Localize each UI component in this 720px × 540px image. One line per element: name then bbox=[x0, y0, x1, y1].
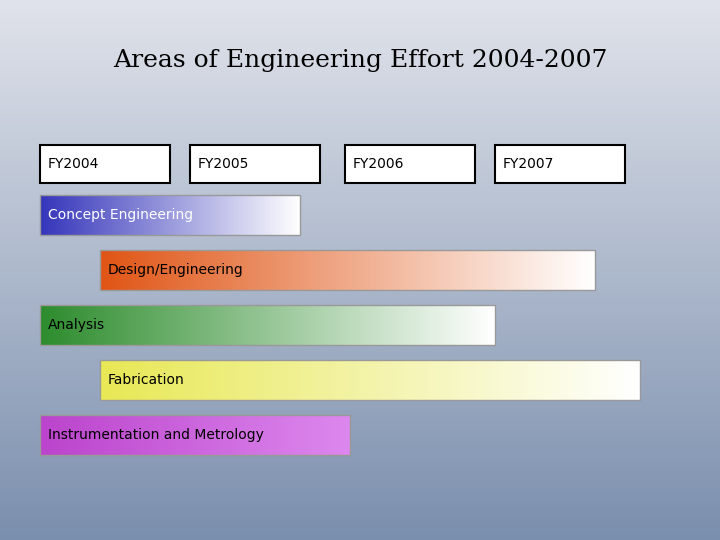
Bar bbox=[40, 145, 170, 183]
Bar bbox=[495, 145, 625, 183]
Bar bbox=[345, 145, 475, 183]
Bar bbox=[100, 250, 595, 290]
Bar bbox=[40, 415, 350, 455]
Text: Concept Engineering: Concept Engineering bbox=[48, 208, 193, 222]
Text: FY2007: FY2007 bbox=[503, 157, 554, 171]
Bar bbox=[100, 360, 640, 400]
Text: FY2005: FY2005 bbox=[198, 157, 249, 171]
Text: Instrumentation and Metrology: Instrumentation and Metrology bbox=[48, 428, 264, 442]
Text: FY2004: FY2004 bbox=[48, 157, 99, 171]
Text: Design/Engineering: Design/Engineering bbox=[108, 263, 244, 277]
Text: Analysis: Analysis bbox=[48, 318, 105, 332]
Text: Areas of Engineering Effort 2004-2007: Areas of Engineering Effort 2004-2007 bbox=[113, 49, 607, 71]
Bar bbox=[40, 195, 300, 235]
Bar bbox=[190, 145, 320, 183]
Text: Fabrication: Fabrication bbox=[108, 373, 185, 387]
Bar bbox=[40, 305, 495, 345]
Text: FY2006: FY2006 bbox=[353, 157, 405, 171]
